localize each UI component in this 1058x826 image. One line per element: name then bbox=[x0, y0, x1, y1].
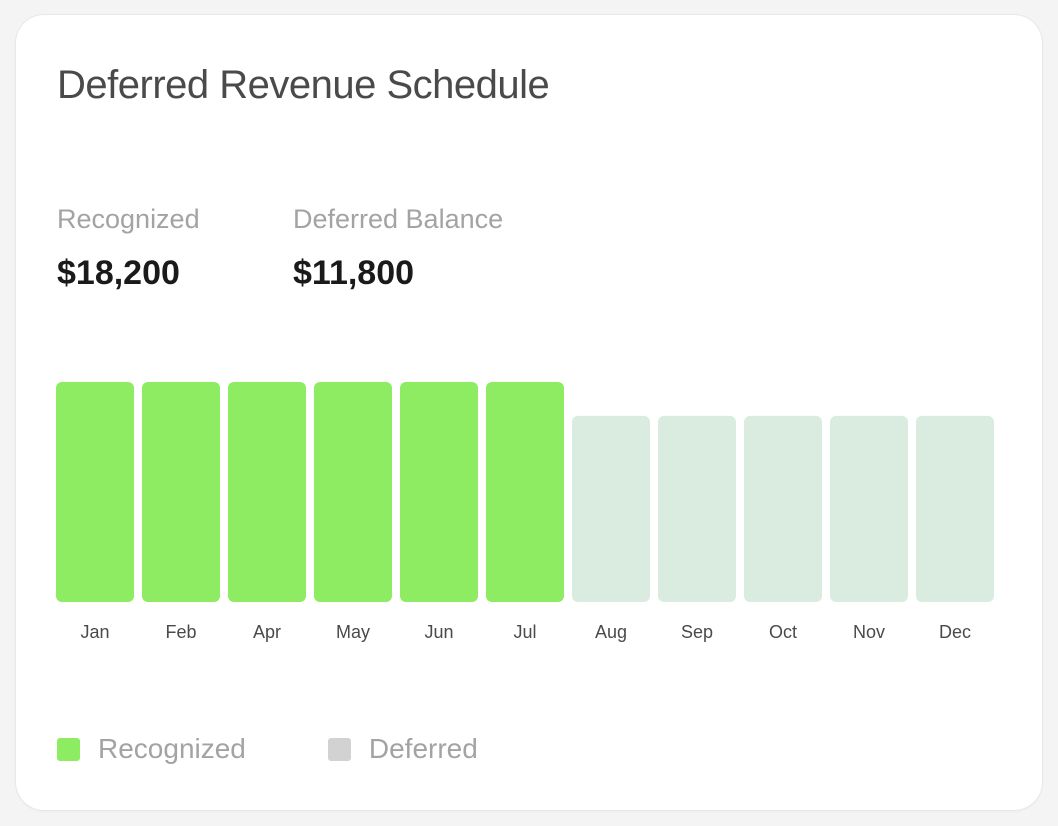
x-tick-label-sep: Sep bbox=[681, 622, 713, 642]
x-tick-label-apr: Apr bbox=[253, 622, 281, 642]
bar-dec-deferred bbox=[916, 415, 994, 602]
bar-may-recognized bbox=[314, 382, 392, 602]
x-tick-label-aug: Aug bbox=[595, 622, 627, 642]
x-tick-label-jul: Jul bbox=[513, 622, 536, 642]
deferred-balance-label: Deferred Balance bbox=[293, 204, 504, 234]
bar-oct-deferred bbox=[744, 415, 822, 602]
legend-item-deferred: Deferred bbox=[327, 733, 478, 765]
x-tick-label-nov: Nov bbox=[853, 622, 885, 642]
card-title: Deferred Revenue Schedule bbox=[57, 63, 550, 107]
revenue-bar-chart: Jan Feb Apr May Jun Jul Aug Sep Oct Nov Dec bbox=[56, 382, 994, 642]
bar-aug-deferred bbox=[572, 415, 650, 602]
x-tick-label-may: May bbox=[336, 622, 370, 642]
legend-swatch-deferred bbox=[327, 737, 351, 761]
legend-label-recognized: Recognized bbox=[98, 733, 246, 764]
bar-jan-recognized bbox=[56, 382, 134, 602]
x-tick-label-oct: Oct bbox=[769, 622, 797, 642]
chart-legend: Recognized Deferred bbox=[57, 733, 560, 765]
x-tick-label-jun: Jun bbox=[424, 622, 453, 642]
x-tick-label-jan: Jan bbox=[80, 622, 109, 642]
bar-nov-deferred bbox=[830, 415, 908, 602]
legend-swatch-recognized bbox=[57, 737, 80, 761]
legend-label-deferred: Deferred bbox=[368, 733, 478, 764]
deferred-balance-value: $11,800 bbox=[293, 254, 415, 292]
revenue-card: Deferred Revenue Schedule Recognized $18… bbox=[16, 15, 1042, 810]
x-tick-label-dec: Dec bbox=[939, 622, 971, 642]
recognized-metric: Recognized $18,200 bbox=[57, 203, 200, 292]
recognized-metric-value: $18,200 bbox=[57, 254, 180, 292]
bar-jun-recognized bbox=[400, 382, 478, 602]
legend-item-recognized: Recognized bbox=[57, 733, 246, 765]
bar-feb-recognized bbox=[142, 382, 220, 602]
recognized-metric-label: Recognized bbox=[57, 204, 200, 234]
bar-sep-deferred bbox=[658, 415, 736, 602]
deferred-balance-metric: Deferred Balance $11,800 bbox=[293, 203, 503, 292]
x-tick-label-feb: Feb bbox=[165, 622, 196, 642]
bar-apr-recognized bbox=[228, 382, 306, 602]
bar-jul-recognized bbox=[486, 382, 564, 602]
